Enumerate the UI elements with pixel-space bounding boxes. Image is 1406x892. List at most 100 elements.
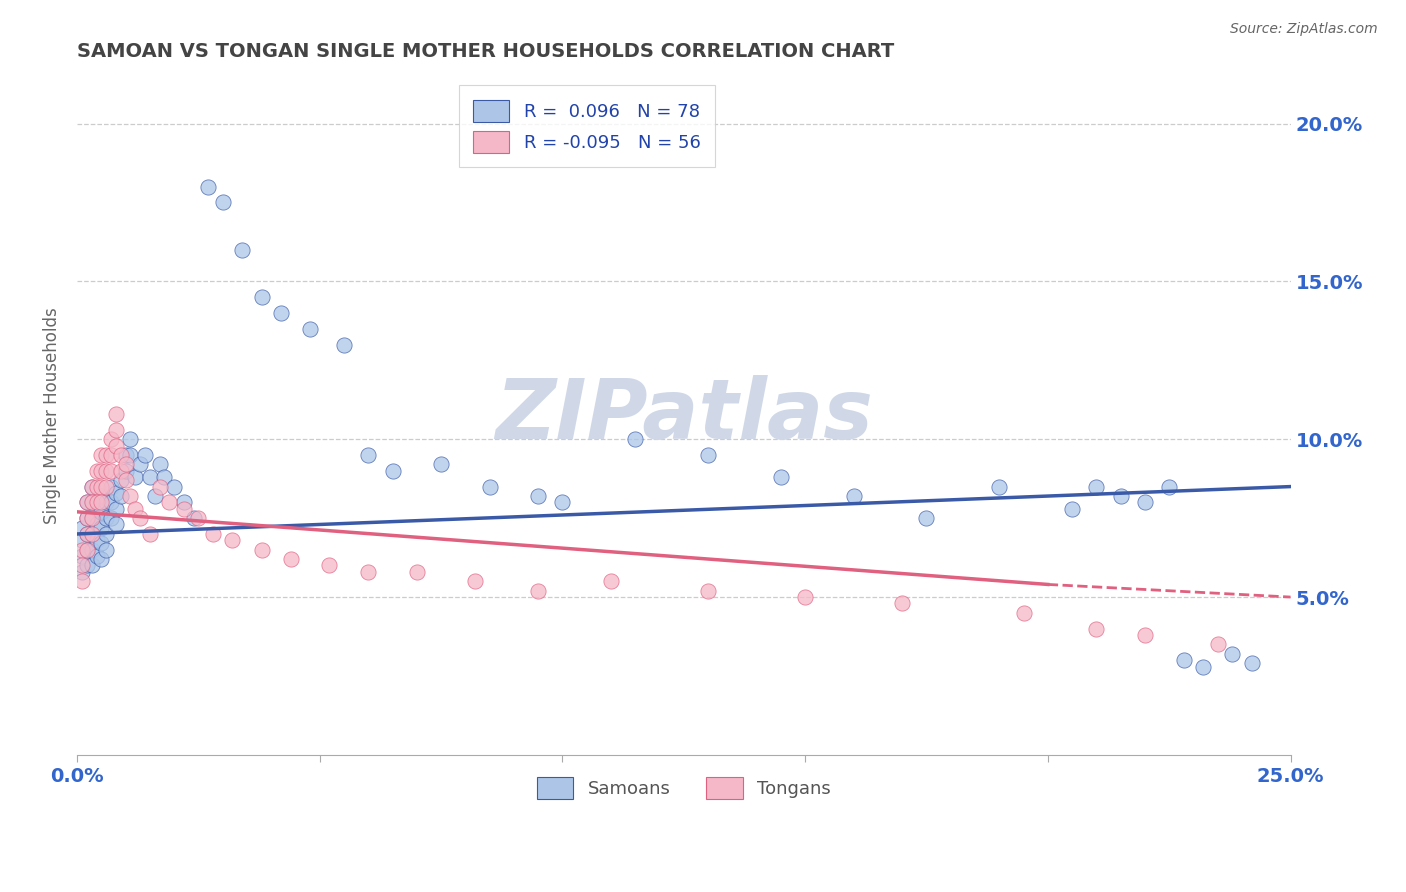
Point — [96, 511, 118, 525]
Point — [149, 479, 172, 493]
Point — [173, 501, 195, 516]
Point — [90, 464, 112, 478]
Point — [624, 432, 647, 446]
Point — [697, 583, 720, 598]
Point — [86, 533, 108, 548]
Point — [86, 549, 108, 563]
Point — [100, 479, 122, 493]
Point — [104, 501, 127, 516]
Point — [124, 501, 146, 516]
Point — [100, 464, 122, 478]
Point — [100, 495, 122, 509]
Point — [149, 458, 172, 472]
Point — [129, 511, 152, 525]
Point — [86, 517, 108, 532]
Point — [333, 337, 356, 351]
Point — [120, 448, 142, 462]
Point — [527, 489, 550, 503]
Point — [357, 565, 380, 579]
Point — [183, 511, 205, 525]
Point — [90, 495, 112, 509]
Point — [70, 558, 93, 573]
Point — [70, 574, 93, 589]
Point — [187, 511, 209, 525]
Point — [114, 464, 136, 478]
Point — [211, 195, 233, 210]
Point — [86, 479, 108, 493]
Point — [100, 432, 122, 446]
Point — [80, 511, 103, 525]
Point — [80, 479, 103, 493]
Point — [70, 542, 93, 557]
Point — [1133, 495, 1156, 509]
Point — [134, 448, 156, 462]
Point — [80, 527, 103, 541]
Point — [90, 505, 112, 519]
Point — [76, 511, 98, 525]
Point — [1220, 647, 1243, 661]
Point — [114, 473, 136, 487]
Point — [90, 521, 112, 535]
Point — [1012, 606, 1035, 620]
Point — [250, 542, 273, 557]
Point — [1085, 622, 1108, 636]
Point — [90, 552, 112, 566]
Point — [1206, 637, 1229, 651]
Point — [76, 542, 98, 557]
Point — [104, 423, 127, 437]
Point — [221, 533, 243, 548]
Text: ZIPatlas: ZIPatlas — [495, 375, 873, 456]
Legend: Samoans, Tongans: Samoans, Tongans — [523, 763, 845, 814]
Point — [250, 290, 273, 304]
Point — [76, 495, 98, 509]
Point — [231, 243, 253, 257]
Point — [173, 495, 195, 509]
Point — [110, 448, 132, 462]
Point — [842, 489, 865, 503]
Point — [430, 458, 453, 472]
Point — [270, 306, 292, 320]
Y-axis label: Single Mother Households: Single Mother Households — [44, 307, 60, 524]
Point — [70, 549, 93, 563]
Point — [478, 479, 501, 493]
Point — [280, 552, 302, 566]
Point — [104, 517, 127, 532]
Point — [299, 322, 322, 336]
Point — [153, 470, 176, 484]
Text: Source: ZipAtlas.com: Source: ZipAtlas.com — [1230, 22, 1378, 37]
Point — [124, 470, 146, 484]
Point — [120, 432, 142, 446]
Point — [405, 565, 427, 579]
Point — [794, 590, 817, 604]
Point — [600, 574, 623, 589]
Point — [110, 489, 132, 503]
Point — [1192, 659, 1215, 673]
Point — [1133, 628, 1156, 642]
Point — [80, 527, 103, 541]
Point — [697, 448, 720, 462]
Point — [104, 407, 127, 421]
Point — [1240, 657, 1263, 671]
Point — [80, 511, 103, 525]
Point — [1173, 653, 1195, 667]
Point — [96, 527, 118, 541]
Point — [357, 448, 380, 462]
Point — [143, 489, 166, 503]
Point — [381, 464, 404, 478]
Point — [80, 495, 103, 509]
Point — [104, 486, 127, 500]
Point — [988, 479, 1011, 493]
Point — [1085, 479, 1108, 493]
Point — [70, 533, 93, 548]
Point — [76, 527, 98, 541]
Point — [80, 495, 103, 509]
Point — [114, 458, 136, 472]
Point — [104, 438, 127, 452]
Point — [100, 448, 122, 462]
Point — [114, 448, 136, 462]
Point — [96, 542, 118, 557]
Point — [96, 464, 118, 478]
Point — [769, 470, 792, 484]
Point — [100, 511, 122, 525]
Point — [70, 565, 93, 579]
